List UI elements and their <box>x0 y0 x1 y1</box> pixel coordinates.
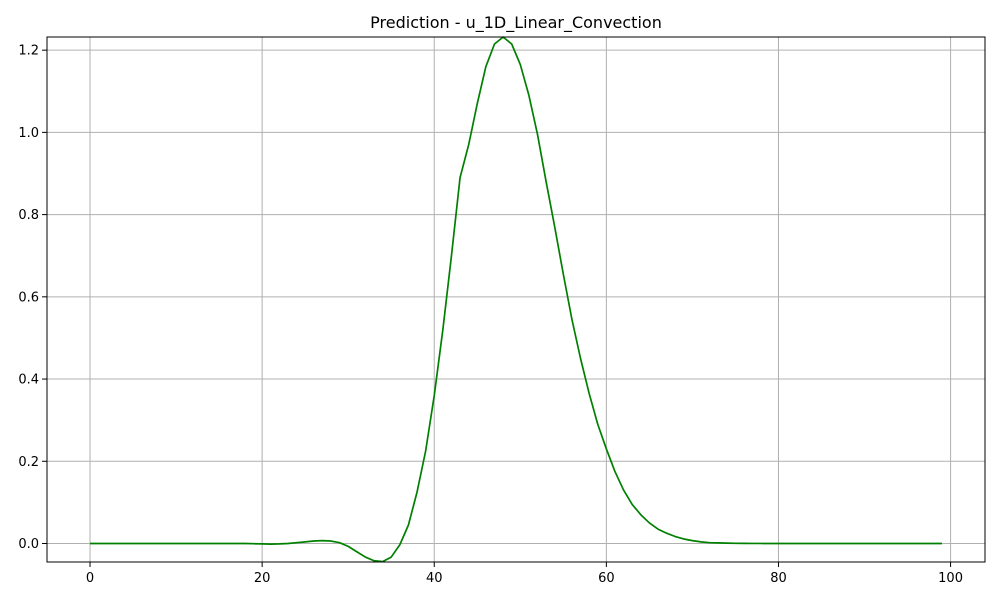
series-line <box>90 36 942 563</box>
x-tick-label: 20 <box>254 571 271 586</box>
grid <box>47 37 985 562</box>
y-axis: 0.0 0.2 0.4 0.6 0.8 1.0 1.2 <box>18 44 47 552</box>
y-tick-label: 0.2 <box>18 455 39 470</box>
y-tick-label: 0.6 <box>18 290 39 305</box>
x-tick-label: 40 <box>426 571 443 586</box>
y-tick-label: 0.8 <box>18 208 39 223</box>
x-tick-label: 60 <box>598 571 615 586</box>
y-tick-label: 1.2 <box>18 44 39 59</box>
y-tick-label: 0.0 <box>18 537 39 552</box>
plot-area <box>90 36 942 563</box>
axes-frame <box>46 36 986 563</box>
x-tick-label: 0 <box>86 571 94 586</box>
y-tick-label: 0.4 <box>18 373 39 388</box>
y-tick-label: 1.0 <box>18 126 39 141</box>
x-tick-label: 80 <box>770 571 787 586</box>
x-tick-label: 100 <box>938 571 963 586</box>
x-axis: 0 20 40 60 80 100 <box>86 562 963 586</box>
chart-title: Prediction - u_1D_Linear_Convection <box>370 13 662 33</box>
